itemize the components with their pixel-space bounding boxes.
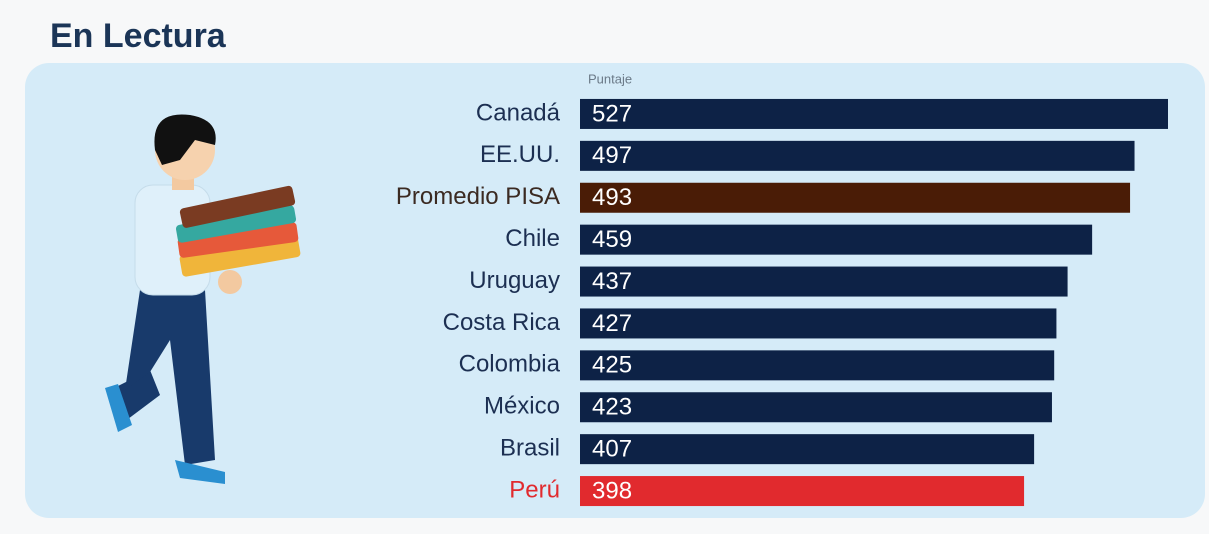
category-label: EE.UU. [480,141,560,168]
value-label: 427 [592,310,632,337]
bar [580,392,1052,423]
bar [580,476,1025,507]
bar [580,266,1068,297]
value-label: 407 [592,435,632,462]
value-label: 527 [592,100,632,127]
value-label: 425 [592,352,632,379]
value-label: 437 [592,268,632,295]
illustration [105,114,301,484]
value-label: 497 [592,142,632,169]
category-label: Colombia [459,351,561,378]
category-label: Uruguay [469,267,560,294]
bar [580,98,1168,129]
bar [580,182,1131,213]
value-label: 493 [592,184,632,211]
bar [580,140,1135,171]
category-label: Canadá [476,99,561,126]
bar [580,350,1055,381]
bar [580,224,1093,255]
category-label: Promedio PISA [396,183,560,210]
category-label: Perú [509,476,560,503]
bar [580,434,1035,465]
chart-title: En Lectura [50,17,227,55]
bar [580,308,1057,339]
axis-label: Puntaje [588,71,632,86]
category-label: Costa Rica [443,309,561,336]
value-label: 459 [592,226,632,253]
category-label: Chile [505,225,560,252]
value-label: 423 [592,394,632,421]
value-label: 398 [592,477,632,504]
category-label: Brasil [500,434,560,461]
category-label: México [484,393,560,420]
